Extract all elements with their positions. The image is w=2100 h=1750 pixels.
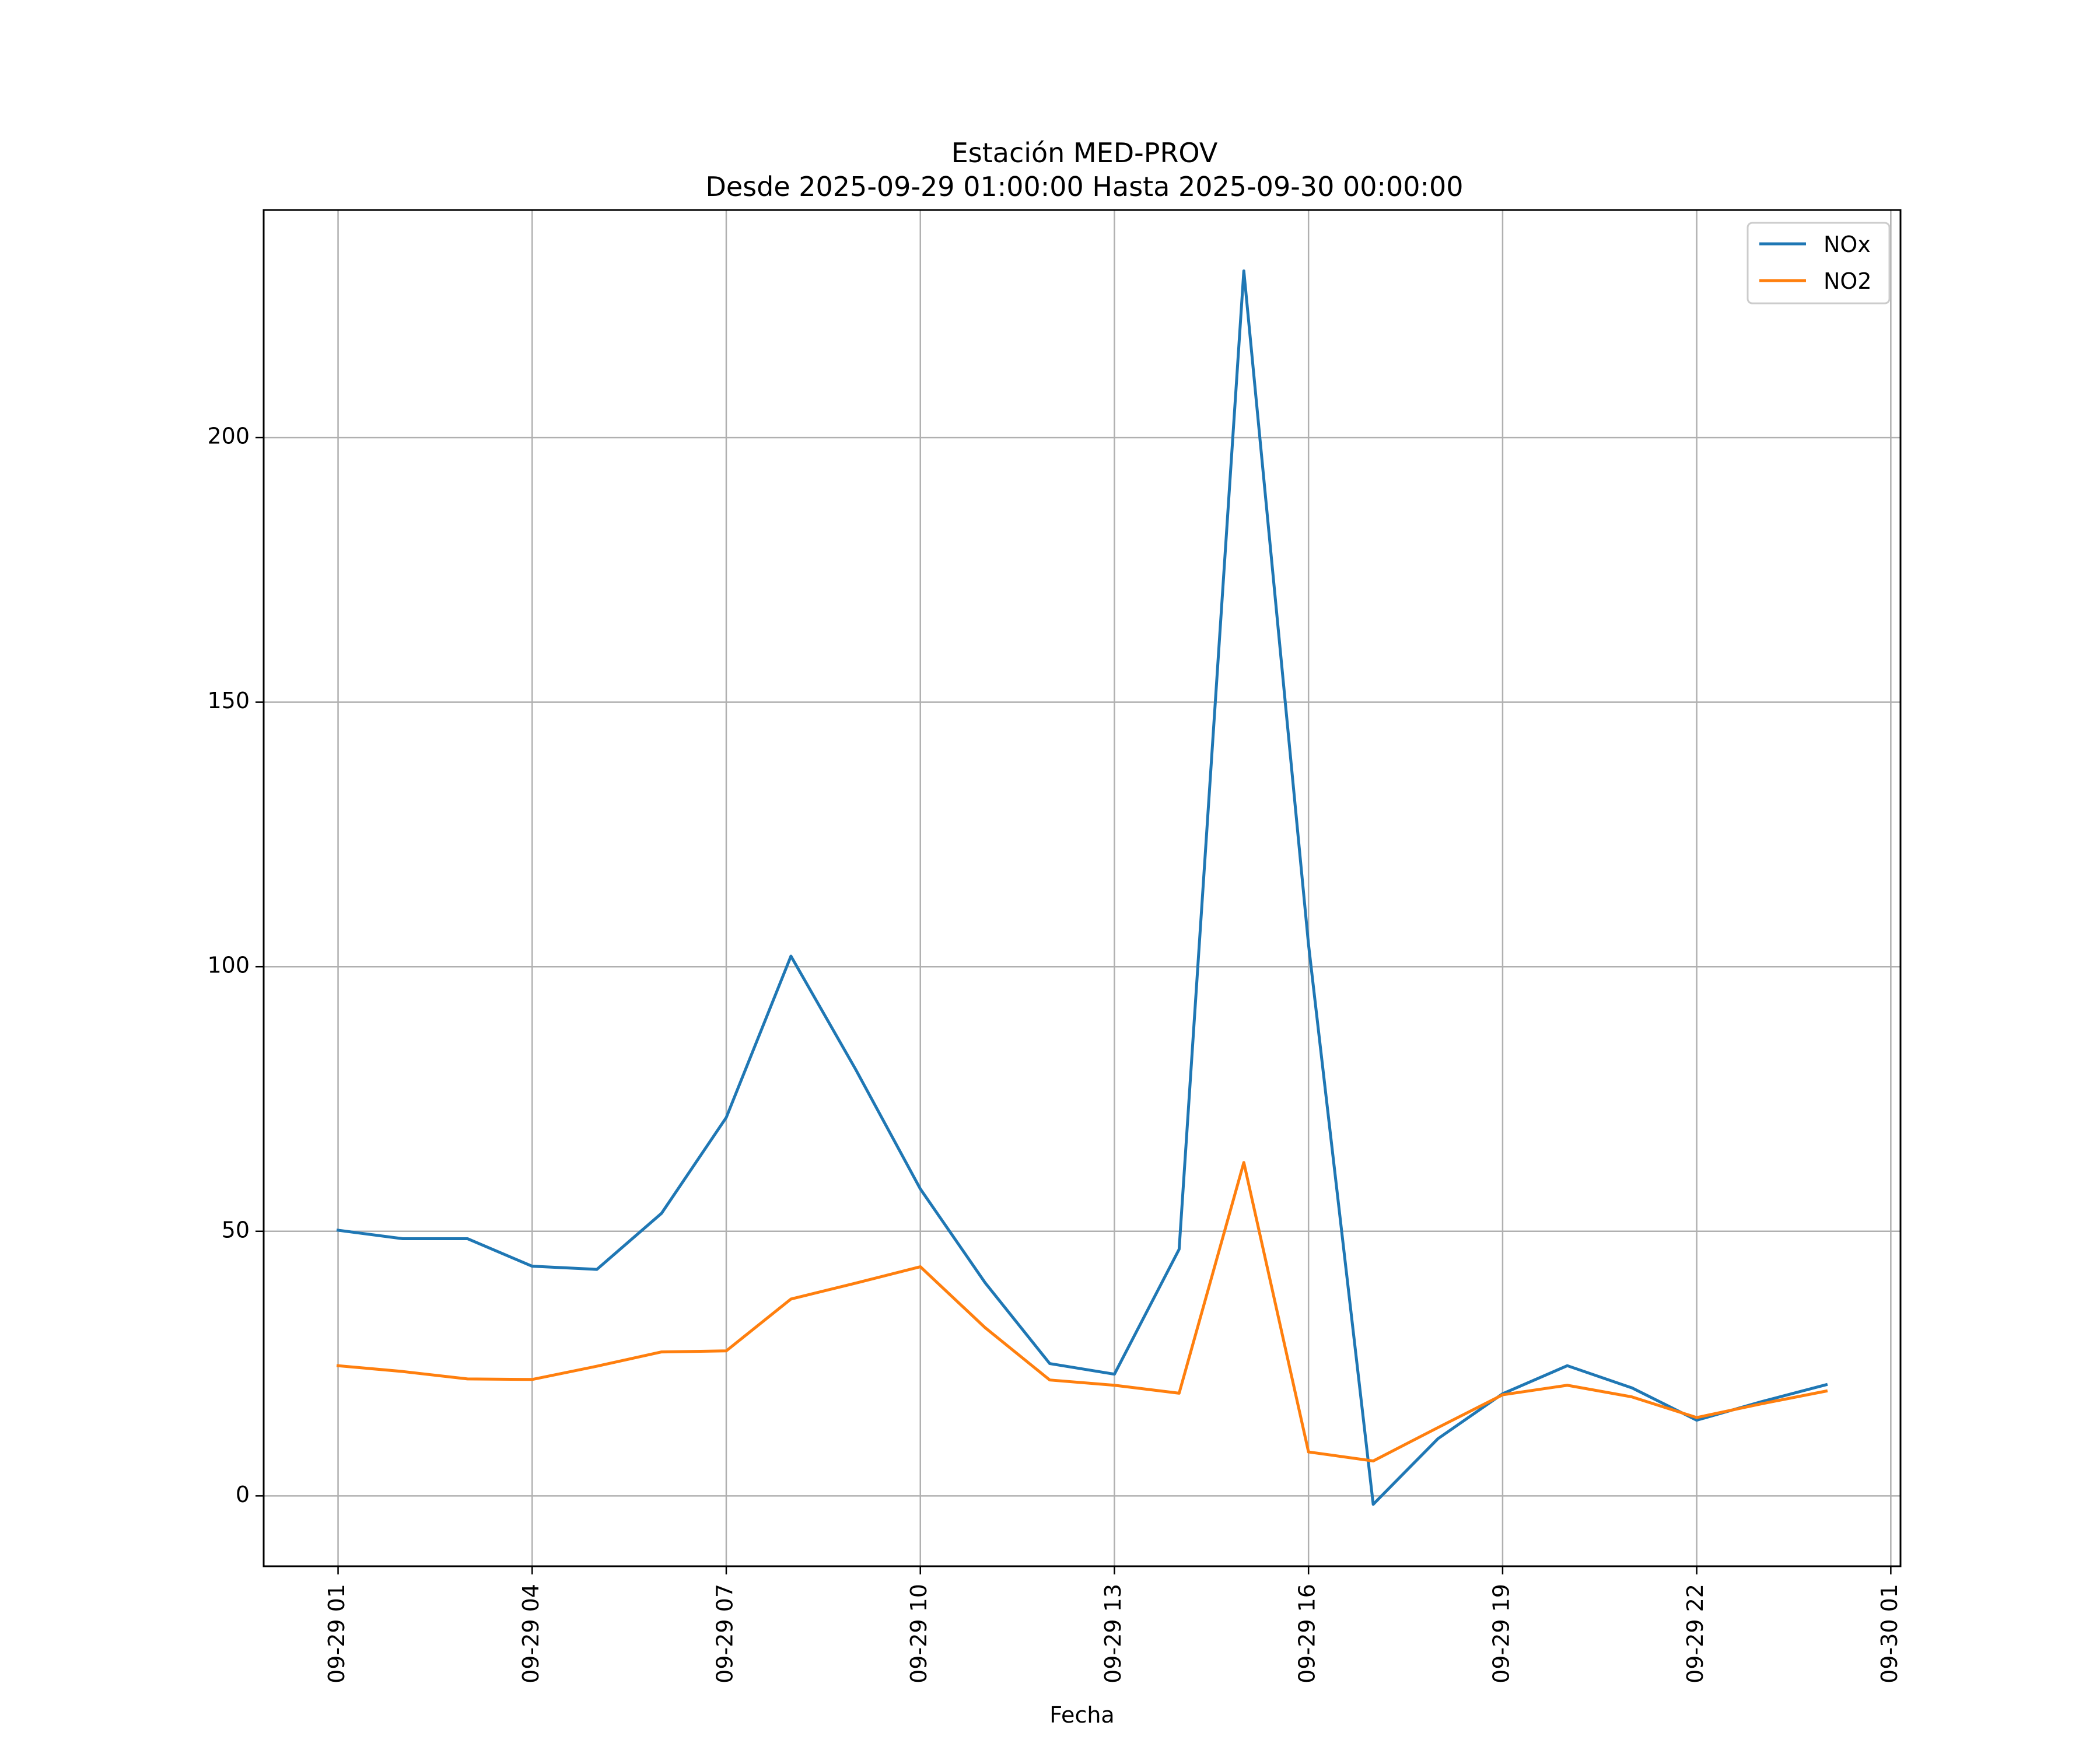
y-tick-label: 100 [207,953,250,978]
x-axis-label: Fecha [1049,1702,1114,1728]
legend-nox-label: NOx [1824,232,1871,257]
legend-no2-label: NO2 [1824,268,1872,294]
x-tick-label: 09-29 10 [906,1584,932,1684]
legend: NOx NO2 [1746,222,1891,304]
x-tick-label: 09-29 04 [518,1584,544,1684]
axis-ticks: 09-29 01 09-29 04 09-29 07 09-29 10 09-29 13… [207,424,1902,1684]
series-line-no2 [336,1161,1828,1462]
series-lines [336,269,1828,1506]
x-tick-label: 09-29 13 [1100,1584,1126,1684]
x-tick-label: 09-29 16 [1294,1584,1320,1684]
plot-frame [262,209,1902,1567]
x-tick-label: 09-29 07 [712,1584,738,1684]
y-tick-label: 50 [222,1217,250,1242]
y-tick-label: 0 [236,1482,250,1507]
x-tick-label: 09-29 22 [1682,1584,1708,1684]
chart-title-line-2: Desde 2025-09-29 01:00:00 Hasta 2025-09-… [705,171,1463,202]
chart-title-line-1: Estación MED-PROV [951,137,1218,169]
x-tick-label: 09-29 19 [1488,1584,1514,1684]
y-tick-label: 200 [207,424,250,449]
series-line-nox [336,269,1828,1506]
y-tick-label: 150 [207,688,250,713]
x-tick-label: 09-30 01 [1877,1584,1902,1684]
x-tick-label: 09-29 01 [324,1584,349,1684]
grid [264,210,1901,1566]
